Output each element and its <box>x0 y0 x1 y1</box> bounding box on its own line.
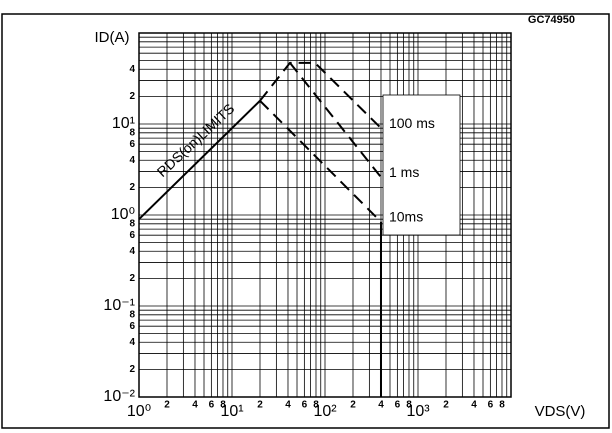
x-tick-label: 8 <box>220 400 226 411</box>
x-tick-label: 10¹ <box>220 403 243 420</box>
x-tick-label: 4 <box>378 400 384 411</box>
annotation: RDS(on)LIMITS <box>154 100 238 180</box>
series-label: 10ms <box>389 209 423 225</box>
y-tick-label: 8 <box>129 309 135 320</box>
x-tick-label: 4 <box>285 400 291 411</box>
y-tick-label: 8 <box>129 127 135 138</box>
frame <box>1 13 610 429</box>
series-line <box>259 61 382 129</box>
y-tick-label: 2 <box>129 364 135 375</box>
y-tick-label: 10⁰ <box>111 206 135 223</box>
series-label: 1 ms <box>389 164 419 180</box>
x-tick-label: 2 <box>257 400 263 411</box>
plot-border <box>138 32 512 398</box>
legend-box <box>382 94 461 236</box>
series-line <box>259 100 382 223</box>
x-tick-label: 2 <box>350 400 356 411</box>
x-tick-label: 6 <box>302 400 308 411</box>
x-tick-label: 8 <box>313 400 319 411</box>
x-tick-label: 2 <box>443 400 449 411</box>
x-tick-label: 10² <box>313 403 337 420</box>
x-tick-label: 2 <box>164 400 170 411</box>
y-axis-label: ID(A) <box>95 29 130 46</box>
y-tick-label: 6 <box>129 321 135 332</box>
x-tick-label: 8 <box>499 400 505 411</box>
x-tick-label: 6 <box>488 400 494 411</box>
y-tick-label: 4 <box>129 155 135 166</box>
x-axis-label: VDS(V) <box>535 403 586 420</box>
x-tick-label: 10³ <box>406 403 430 420</box>
y-tick-label: 6 <box>129 139 135 150</box>
y-tick-label: 10¹ <box>112 115 135 132</box>
x-tick-label: 10⁰ <box>127 403 151 420</box>
series-label: 100 ms <box>389 115 435 131</box>
y-tick-label: 8 <box>129 218 135 229</box>
y-tick-label: 4 <box>129 64 135 75</box>
y-tick-label: 4 <box>129 246 135 257</box>
y-tick-label: 10⁻¹ <box>103 297 135 314</box>
x-tick-label: 8 <box>406 400 412 411</box>
x-tick-label: 4 <box>192 400 198 411</box>
y-tick-label: 4 <box>129 337 135 348</box>
y-tick-label: 2 <box>129 273 135 284</box>
x-tick-label: 4 <box>471 400 477 411</box>
series-line <box>289 62 382 178</box>
y-tick-label: 2 <box>129 91 135 102</box>
y-tick-label: 2 <box>129 182 135 193</box>
y-tick-label: 10⁻² <box>103 388 135 405</box>
x-tick-label: 6 <box>209 400 215 411</box>
chart-title: GC74950 <box>528 14 575 26</box>
x-tick-label: 6 <box>395 400 401 411</box>
y-tick-label: 6 <box>129 230 135 241</box>
series-line <box>138 100 261 220</box>
